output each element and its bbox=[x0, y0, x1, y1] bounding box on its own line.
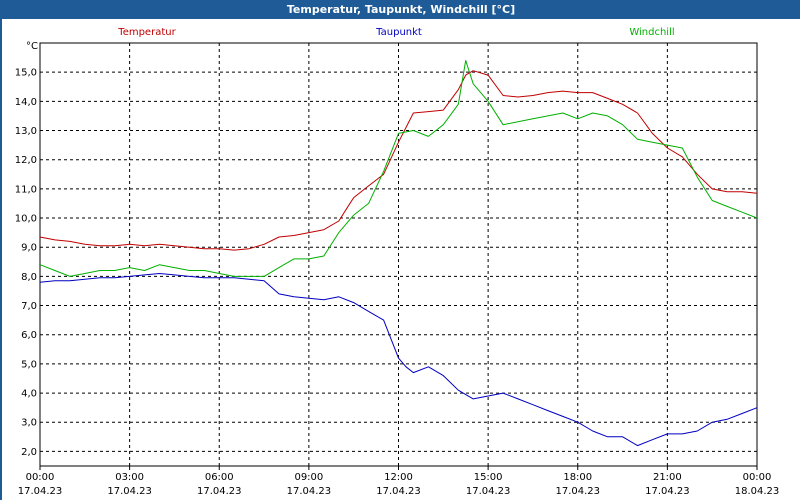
x-tick-date: 17.04.23 bbox=[555, 486, 600, 497]
x-tick-time: 00:00 bbox=[743, 472, 772, 483]
x-tick-date: 17.04.23 bbox=[645, 486, 690, 497]
chart-area: 2,0 3,0 4,0 5,0 6,0 7,0 8,0 9,0 10,0 11,0 12,0 13,0… bbox=[2, 19, 800, 500]
y-tick-label: 8,0 bbox=[21, 272, 37, 283]
y-tick-label: 11,0 bbox=[15, 184, 37, 195]
x-tick-date: 17.04.23 bbox=[376, 486, 421, 497]
x-tick-time: 03:00 bbox=[115, 472, 144, 483]
series-line-taupunkt bbox=[39, 273, 758, 447]
y-tick-label: 3,0 bbox=[21, 418, 37, 429]
grid bbox=[40, 43, 757, 466]
x-tick-date: 17.04.23 bbox=[466, 486, 511, 497]
y-axis-unit: °C bbox=[26, 41, 38, 52]
x-tick-date: 18.04.23 bbox=[735, 486, 780, 497]
legend-item-temperatur: Temperatur bbox=[117, 27, 176, 38]
x-tick-time: 12:00 bbox=[384, 472, 413, 483]
y-tick-label: 13,0 bbox=[15, 126, 37, 137]
x-tick-date: 17.04.23 bbox=[107, 486, 152, 497]
y-tick-label: 4,0 bbox=[21, 389, 37, 400]
legend-item-windchill: Windchill bbox=[629, 27, 674, 38]
y-tick-label: 7,0 bbox=[21, 301, 37, 312]
legend: Temperatur Taupunkt Windchill bbox=[117, 27, 674, 38]
y-tick-label: 15,0 bbox=[15, 68, 37, 79]
x-tick-time: 09:00 bbox=[294, 472, 323, 483]
series-line-temperatur bbox=[39, 70, 758, 251]
x-tick-date: 17.04.23 bbox=[197, 486, 242, 497]
y-tick-label: 6,0 bbox=[21, 330, 37, 341]
y-tick-label: 5,0 bbox=[21, 359, 37, 370]
series-line-windchill bbox=[39, 60, 758, 277]
y-tick-label: 2,0 bbox=[21, 447, 37, 458]
x-tick-time: 21:00 bbox=[653, 472, 682, 483]
y-tick-label: 12,0 bbox=[15, 155, 37, 166]
chart-title: Temperatur, Taupunkt, Windchill [°C] bbox=[1, 1, 800, 19]
y-tick-label: 9,0 bbox=[21, 243, 37, 254]
legend-item-taupunkt: Taupunkt bbox=[375, 27, 422, 38]
x-tick-time: 00:00 bbox=[26, 472, 55, 483]
x-tick-date: 17.04.23 bbox=[18, 486, 63, 497]
x-tick-time: 06:00 bbox=[205, 472, 234, 483]
x-tick-time: 18:00 bbox=[563, 472, 592, 483]
y-tick-label: 10,0 bbox=[15, 214, 37, 225]
axes: 2,0 3,0 4,0 5,0 6,0 7,0 8,0 9,0 10,0 11,0 12,0 13,0… bbox=[15, 42, 780, 497]
x-tick-time: 15:00 bbox=[474, 472, 503, 483]
series-lines bbox=[39, 60, 758, 447]
x-tick-date: 17.04.23 bbox=[287, 486, 332, 497]
y-tick-label: 14,0 bbox=[15, 97, 37, 108]
plot-border bbox=[39, 42, 758, 467]
